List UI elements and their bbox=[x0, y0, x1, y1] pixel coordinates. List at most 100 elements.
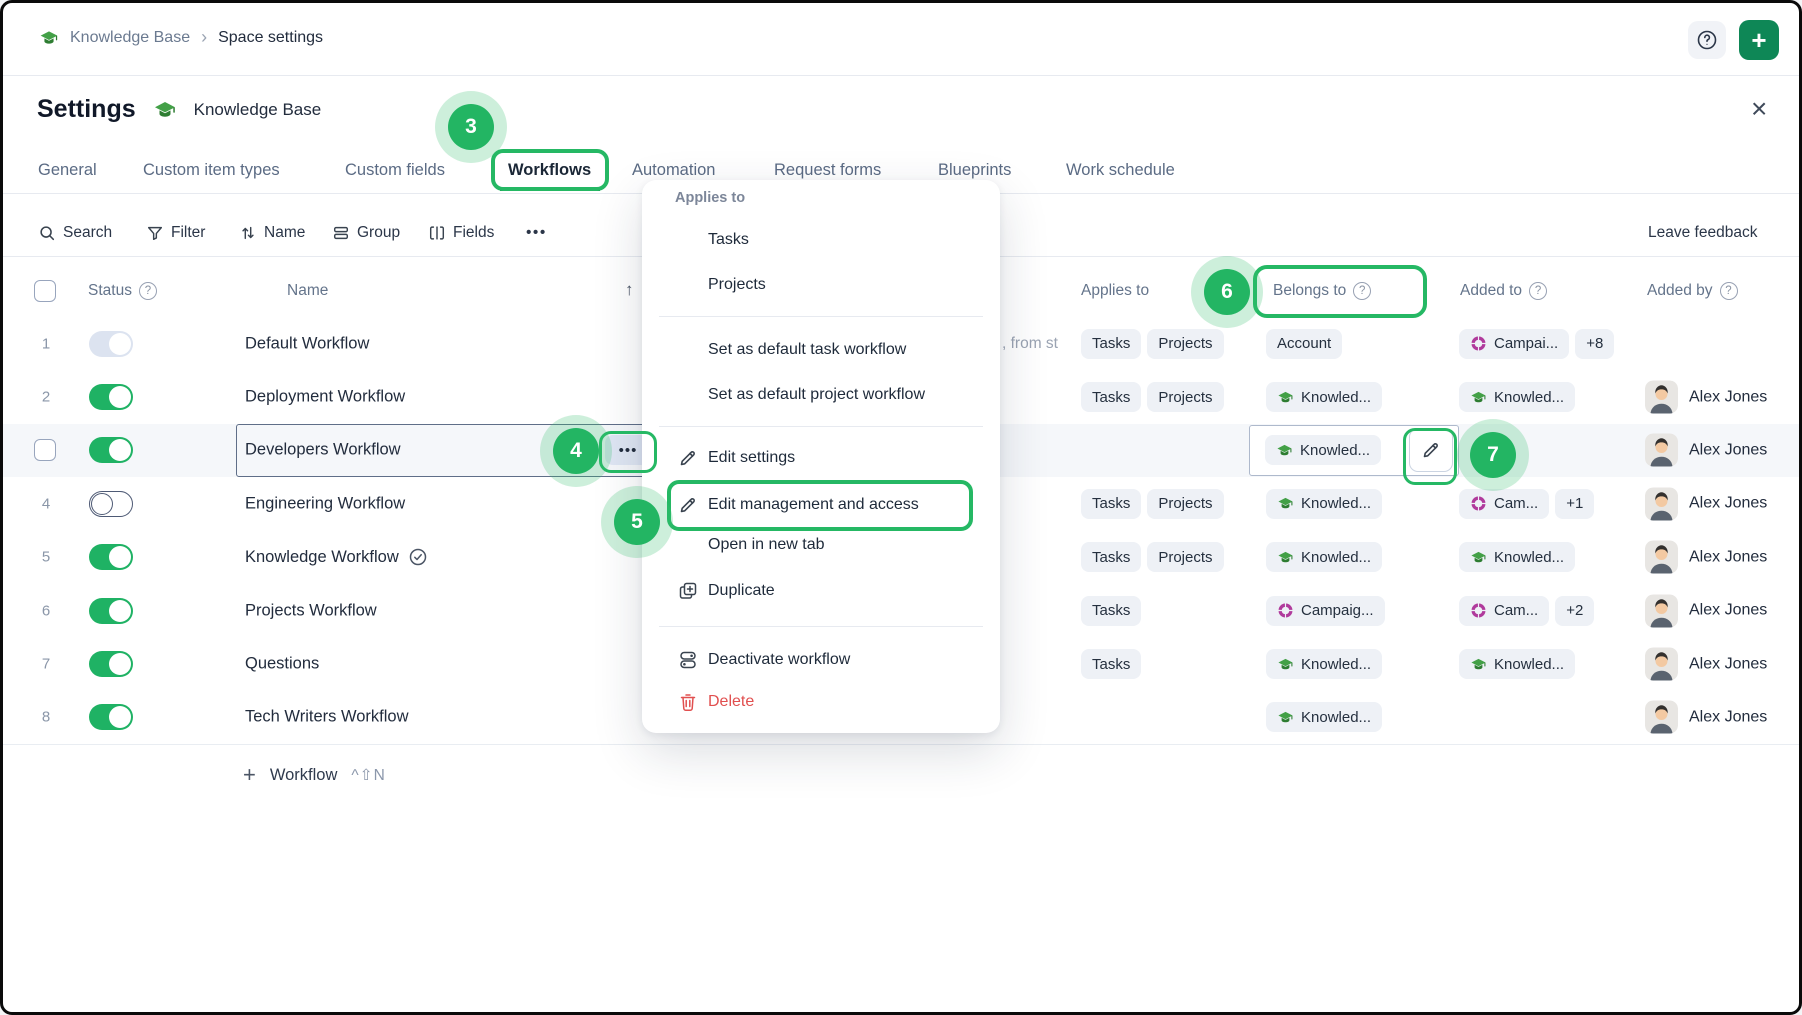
select-all-checkbox[interactable] bbox=[34, 280, 56, 302]
added-to-chip[interactable]: Knowled... bbox=[1459, 382, 1576, 413]
highlight-pencil-button bbox=[1403, 428, 1457, 485]
menu-item-deactivate-workflow[interactable]: Deactivate workflow bbox=[642, 643, 1000, 677]
belongs-to-chip[interactable]: Knowled... bbox=[1266, 382, 1383, 413]
applies-to-chip[interactable]: Tasks bbox=[1081, 542, 1142, 573]
knowledge-base-icon bbox=[1277, 656, 1294, 673]
menu-item-tasks[interactable]: Tasks bbox=[708, 231, 749, 248]
added-to-overflow-chip[interactable]: +8 bbox=[1575, 328, 1615, 359]
applies-to-chip[interactable]: Tasks bbox=[1081, 382, 1142, 413]
added-by-cell: Alex Jones bbox=[1645, 487, 1767, 521]
column-header-added-to[interactable]: Added to? bbox=[1460, 282, 1548, 300]
tab-custom-fields[interactable]: Custom fields bbox=[345, 161, 445, 179]
filter-icon bbox=[146, 224, 164, 242]
tab-custom-item-types[interactable]: Custom item types bbox=[143, 161, 280, 179]
add-workflow-button[interactable]: + Workflow ^⇧N bbox=[243, 745, 386, 805]
applies-to-chip[interactable]: Tasks bbox=[1081, 328, 1142, 359]
applies-to-chip[interactable]: Projects bbox=[1147, 328, 1224, 359]
menu-item-projects[interactable]: Projects bbox=[708, 276, 766, 293]
sort-ascending-icon[interactable]: ↑ bbox=[625, 280, 634, 299]
belongs-to-chip[interactable]: Knowled... bbox=[1266, 702, 1383, 733]
knowledge-base-icon bbox=[1276, 442, 1293, 459]
belongs-to-chip[interactable]: Campaig... bbox=[1266, 595, 1385, 626]
status-toggle[interactable] bbox=[89, 544, 133, 571]
added-to-overflow-chip[interactable]: +1 bbox=[1555, 488, 1595, 519]
added-to-chip[interactable]: Cam... bbox=[1459, 488, 1550, 519]
workflow-name[interactable]: Developers Workflow bbox=[245, 440, 401, 459]
status-toggle[interactable] bbox=[89, 704, 133, 731]
highlight-belongs-to-header bbox=[1253, 265, 1427, 318]
toolbar-group-button[interactable]: Group bbox=[332, 217, 400, 249]
added-by-cell: Alex Jones bbox=[1645, 700, 1767, 734]
close-button[interactable]: × bbox=[1751, 93, 1768, 124]
belongs-to-cell: Account bbox=[1266, 328, 1343, 359]
workflow-name[interactable]: Knowledge Workflow bbox=[245, 547, 428, 567]
belongs-to-chip[interactable]: Knowled... bbox=[1266, 542, 1383, 573]
menu-item-delete[interactable]: Delete bbox=[642, 685, 1000, 719]
added-to-chip[interactable]: Knowled... bbox=[1459, 649, 1576, 680]
added-to-chip[interactable]: Knowled... bbox=[1459, 542, 1576, 573]
breadcrumb-separator-icon: › bbox=[201, 27, 208, 47]
status-toggle[interactable] bbox=[89, 651, 133, 678]
create-button[interactable]: + bbox=[1739, 20, 1779, 60]
belongs-to-chip[interactable]: Knowled... bbox=[1265, 435, 1382, 466]
workflow-name[interactable]: Questions bbox=[245, 654, 320, 673]
added-to-chip[interactable]: Cam... bbox=[1459, 595, 1550, 626]
group-icon bbox=[332, 224, 350, 242]
space-cap-icon-large bbox=[153, 98, 177, 122]
status-toggle[interactable] bbox=[89, 490, 133, 517]
added-to-cell: Knowled... bbox=[1459, 382, 1576, 413]
breadcrumb-space-link[interactable]: Knowledge Base bbox=[70, 28, 191, 46]
status-toggle[interactable] bbox=[89, 384, 133, 411]
added-to-overflow-chip[interactable]: +2 bbox=[1555, 595, 1595, 626]
belongs-to-chip[interactable]: Knowled... bbox=[1266, 488, 1383, 519]
belongs-to-chip[interactable]: Knowled... bbox=[1266, 649, 1383, 680]
applies-to-chip[interactable]: Projects bbox=[1147, 542, 1224, 573]
menu-item-edit-management-and-access[interactable]: Edit management and access bbox=[642, 488, 1000, 522]
status-toggle[interactable] bbox=[89, 437, 133, 464]
added-by-name: Alex Jones bbox=[1689, 388, 1768, 406]
applies-to-chip[interactable]: Projects bbox=[1147, 382, 1224, 413]
applies-to-chip[interactable]: Tasks bbox=[1081, 649, 1142, 680]
knowledge-base-icon bbox=[1277, 495, 1294, 512]
column-header-belongs-to[interactable]: Belongs to? bbox=[1273, 282, 1372, 300]
toolbar-more-button[interactable]: ••• bbox=[526, 224, 547, 241]
added-to-chip[interactable]: Campai... bbox=[1459, 328, 1570, 359]
workflow-name[interactable]: Engineering Workflow bbox=[245, 494, 406, 513]
toolbar-search-button[interactable]: Search bbox=[38, 217, 112, 249]
workflow-name[interactable]: Default Workflow bbox=[245, 334, 370, 353]
workflow-name[interactable]: Deployment Workflow bbox=[245, 387, 406, 406]
tab-request-forms[interactable]: Request forms bbox=[774, 161, 882, 179]
menu-item-set-as-default-task-workflow[interactable]: Set as default task workflow bbox=[708, 341, 907, 358]
column-header-name[interactable]: Name bbox=[287, 282, 329, 299]
applies-to-chip[interactable]: Projects bbox=[1147, 488, 1224, 519]
column-header-added-by[interactable]: Added by? bbox=[1647, 282, 1738, 300]
help-button[interactable] bbox=[1688, 21, 1726, 59]
workflow-name[interactable]: Tech Writers Workflow bbox=[245, 707, 409, 726]
ellipsis-icon: ••• bbox=[618, 441, 638, 459]
menu-item-duplicate[interactable]: Duplicate bbox=[642, 574, 1000, 608]
tab-blueprints[interactable]: Blueprints bbox=[938, 161, 1012, 179]
applies-to-chip[interactable]: Tasks bbox=[1081, 595, 1142, 626]
toolbar-fields-button[interactable]: Fields bbox=[428, 217, 494, 249]
status-toggle[interactable] bbox=[89, 597, 133, 624]
belongs-to-chip[interactable]: Account bbox=[1266, 328, 1343, 359]
tab-general[interactable]: General bbox=[38, 161, 97, 179]
menu-item-set-as-default-project-workflow[interactable]: Set as default project workflow bbox=[708, 386, 925, 403]
column-header-applies-to[interactable]: Applies to bbox=[1081, 282, 1150, 299]
applies-to-chip[interactable]: Tasks bbox=[1081, 488, 1142, 519]
leave-feedback-link[interactable]: Leave feedback bbox=[1648, 224, 1758, 241]
menu-item-open-in-new-tab[interactable]: Open in new tab bbox=[708, 536, 825, 553]
default-check-icon bbox=[408, 547, 428, 567]
menu-item-edit-settings[interactable]: Edit settings bbox=[642, 441, 1000, 475]
tab-work-schedule[interactable]: Work schedule bbox=[1066, 161, 1175, 179]
toolbar-name-button[interactable]: Name bbox=[239, 217, 305, 249]
toolbar-filter-button[interactable]: Filter bbox=[146, 217, 205, 249]
workflow-name[interactable]: Projects Workflow bbox=[245, 601, 377, 620]
status-toggle[interactable] bbox=[89, 330, 133, 357]
tab-workflows[interactable]: Workflows bbox=[508, 161, 592, 179]
applies-to-cell: Tasks Projects bbox=[1081, 542, 1224, 573]
tab-automation[interactable]: Automation bbox=[632, 161, 716, 179]
column-header-status[interactable]: Status? bbox=[88, 282, 157, 300]
added-to-cell: Campai... +8 bbox=[1459, 328, 1615, 359]
row-checkbox[interactable] bbox=[34, 439, 56, 462]
